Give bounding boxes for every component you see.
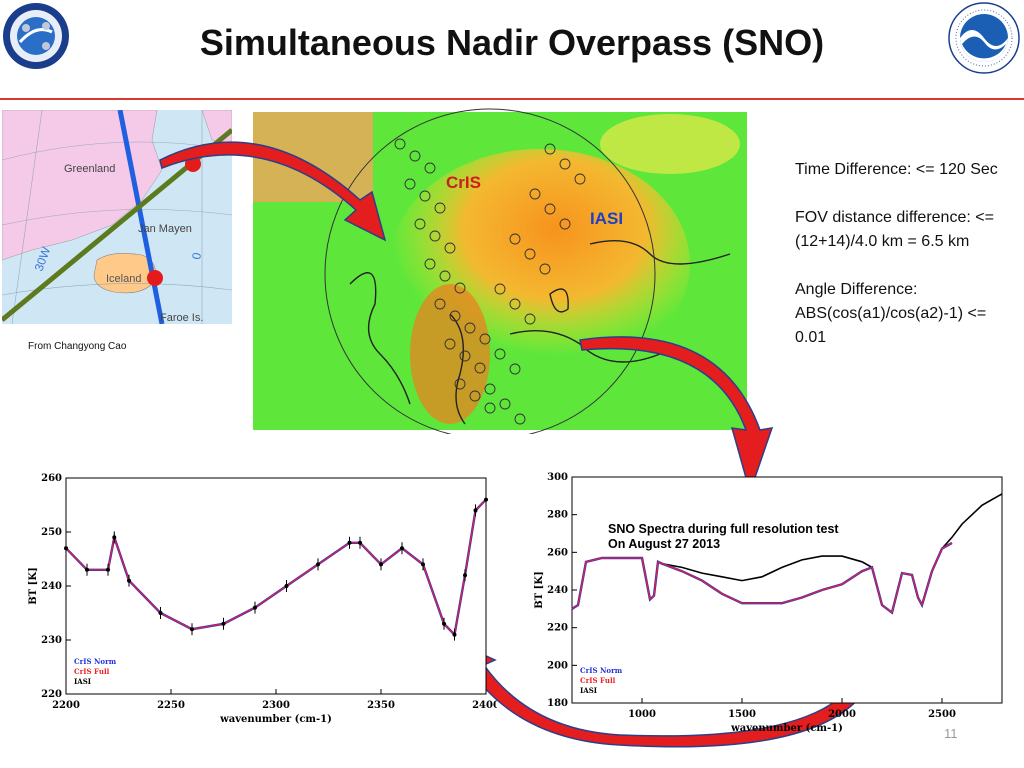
iasi-point	[158, 611, 163, 615]
noaa-logo	[948, 2, 1020, 74]
criteria-notes: Time Difference: <= 120 Sec FOV distance…	[795, 158, 1010, 374]
iasi-point	[64, 546, 68, 551]
footprint-map: CrIS IASI	[253, 108, 747, 434]
iasi-point	[358, 540, 362, 545]
y-tick-label: 300	[547, 472, 568, 483]
iasi-point	[442, 621, 446, 626]
iasi-point	[127, 578, 131, 583]
inset-label-greenland: Greenland	[64, 163, 115, 175]
plot-frame	[571, 476, 1003, 704]
iasi-point	[253, 605, 257, 610]
y-axis-label: BT [K]	[534, 571, 545, 609]
iasi-point	[463, 573, 467, 578]
x-tick-label: 2000	[828, 709, 856, 720]
note-angle-difference: Angle Difference: ABS(cos(a1)/cos(a2)-1)…	[795, 281, 987, 346]
spectrum-chart-full: 1000 1500 2000 2500 180 200 220 240 260 280 300 wav…	[534, 472, 1003, 734]
y-tick-label: 240	[41, 581, 62, 592]
iasi-point	[284, 584, 289, 588]
x-tick-label: 2400	[472, 700, 497, 711]
inset-map: Greenland Jan Mayen Iceland Faroe Is. 30…	[2, 110, 232, 324]
plot-frame	[65, 477, 487, 695]
footprint-label-cris: CrIS	[446, 173, 481, 192]
iasi-point	[484, 497, 488, 502]
inset-label-iceland: Iceland	[106, 273, 141, 285]
x-tick-label: 1000	[628, 709, 656, 720]
iasi-point	[190, 627, 194, 632]
y-tick-label: 260	[547, 547, 568, 558]
inset-label-0: 0	[189, 251, 204, 260]
y-tick-label: 220	[547, 623, 568, 634]
inset-label-faroe: Faroe Is.	[160, 312, 203, 324]
inset-label-jan-mayen: Jan Mayen	[138, 223, 192, 235]
y-tick-label: 200	[547, 660, 568, 671]
iasi-point	[421, 562, 425, 567]
x-tick-label: 2250	[157, 700, 185, 711]
y-axis-label: BT [K]	[28, 567, 39, 605]
x-tick-label: 2300	[262, 700, 290, 711]
legend-entry: IASI	[74, 677, 91, 686]
chart-title-line: SNO Spectra during full resolution test	[608, 522, 839, 536]
legend-entry: CrIS Full	[580, 676, 616, 685]
legend-entry: CrIS Norm	[580, 666, 623, 675]
y-tick-label: 180	[547, 698, 568, 709]
y-tick-label: 240	[547, 585, 568, 596]
iasi-point	[347, 540, 352, 545]
iasi-point	[85, 567, 89, 572]
title-divider	[0, 98, 1024, 100]
iasi-point	[452, 632, 457, 637]
iasi-point	[221, 621, 226, 626]
page-number: 11	[944, 726, 958, 741]
iasi-point	[473, 508, 478, 513]
x-tick-label: 2200	[52, 700, 80, 711]
iasi-point	[106, 567, 110, 572]
note-time-difference: Time Difference: <= 120 Sec	[795, 161, 998, 178]
y-tick-label: 250	[41, 527, 62, 538]
x-tick-label: 2500	[928, 709, 956, 720]
x-axis-label: wavenumber (cm-1)	[730, 723, 843, 734]
note-fov-difference: FOV distance difference: <=(12+14)/4.0 k…	[795, 209, 994, 250]
x-axis-label: wavenumber (cm-1)	[219, 714, 332, 725]
y-tick-label: 260	[41, 473, 62, 484]
series-line-cris-full	[571, 542, 953, 614]
iasi-point	[379, 562, 383, 567]
iasi-point	[316, 562, 320, 567]
y-tick-label: 230	[41, 635, 62, 646]
footprint-label-iasi: IASI	[590, 209, 623, 228]
legend-entry: CrIS Full	[74, 667, 110, 676]
spectrum-chart-zoom: 2200 2250 2300 2350 2400 220 230 240 250 260 waven…	[28, 473, 497, 725]
iasi-point	[400, 546, 404, 551]
page-title: Simultaneous Nadir Overpass (SNO)	[199, 22, 825, 63]
legend-entry: CrIS Norm	[74, 657, 117, 666]
y-tick-label: 280	[547, 510, 568, 521]
iasi-point	[112, 535, 117, 540]
legend-entry: IASI	[580, 686, 597, 695]
x-tick-label: 1500	[728, 709, 756, 720]
nesdis-star-logo	[3, 3, 69, 69]
y-tick-label: 220	[41, 689, 62, 700]
chart-title-line: On August 27 2013	[608, 537, 720, 551]
x-tick-label: 2350	[367, 700, 395, 711]
map-credit: From Changyong Cao	[28, 341, 127, 352]
